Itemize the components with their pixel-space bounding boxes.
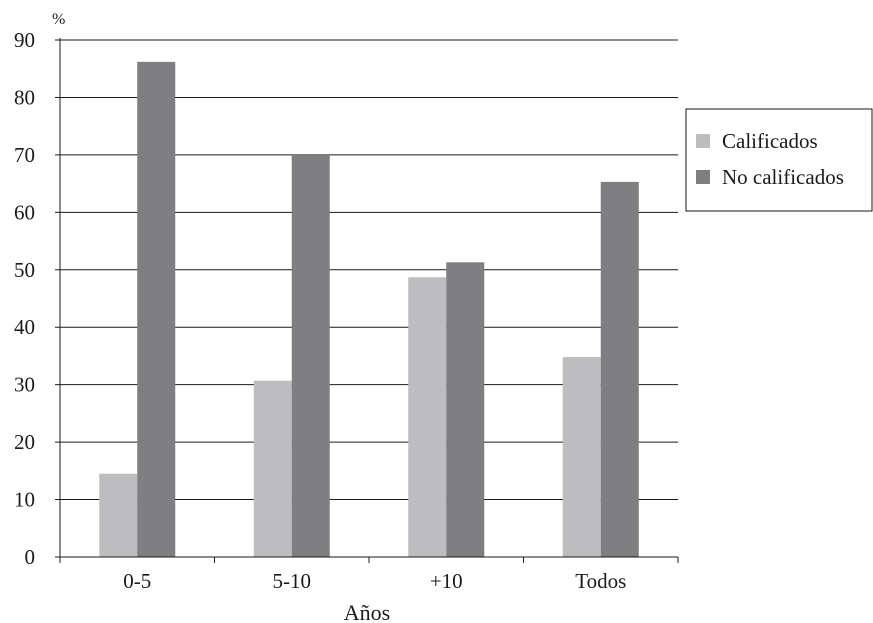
- legend-swatch-calificados: [696, 134, 710, 148]
- y-tick-label: 30: [14, 373, 35, 397]
- x-tick-label: Todos: [575, 569, 626, 593]
- bar-calificados-3: [562, 357, 601, 557]
- legend-label-no-calificados: No calificados: [722, 165, 844, 189]
- legend: Calificados No calificados: [685, 108, 873, 212]
- bar-no-calificados-0: [137, 61, 176, 557]
- bars: [99, 61, 639, 558]
- y-tick-label: 90: [14, 28, 35, 52]
- y-axis-ticks: 0 10 20 30 40 50 60 70 80 90: [14, 28, 60, 569]
- y-tick-label: 20: [14, 430, 35, 454]
- legend-label-calificados: Calificados: [722, 129, 818, 153]
- y-tick-label: 0: [25, 545, 36, 569]
- legend-frame: [685, 108, 873, 212]
- bar-calificados-2: [408, 277, 447, 557]
- y-tick-label: 50: [14, 258, 35, 282]
- bar-no-calificados-2: [446, 262, 485, 557]
- axes: [59, 38, 679, 563]
- x-axis-title: Años: [344, 600, 390, 623]
- x-axis-labels: 0-5 5-10 +10 Todos: [123, 569, 626, 593]
- bar-no-calificados-3: [600, 181, 639, 558]
- bar-calificados-0: [99, 473, 138, 557]
- bar-no-calificados-1: [291, 154, 330, 557]
- y-tick-label: 10: [14, 488, 35, 512]
- bar-calificados-1: [253, 380, 292, 557]
- legend-swatch-no-calificados: [696, 170, 710, 184]
- y-axis-unit-label: %: [52, 11, 65, 28]
- y-tick-label: 60: [14, 200, 35, 224]
- x-tick-label: +10: [430, 569, 463, 593]
- x-tick-label: 0-5: [123, 569, 151, 593]
- y-tick-label: 80: [14, 85, 35, 109]
- y-tick-label: 70: [14, 143, 35, 167]
- x-tick-label: 5-10: [273, 569, 312, 593]
- y-tick-label: 40: [14, 315, 35, 339]
